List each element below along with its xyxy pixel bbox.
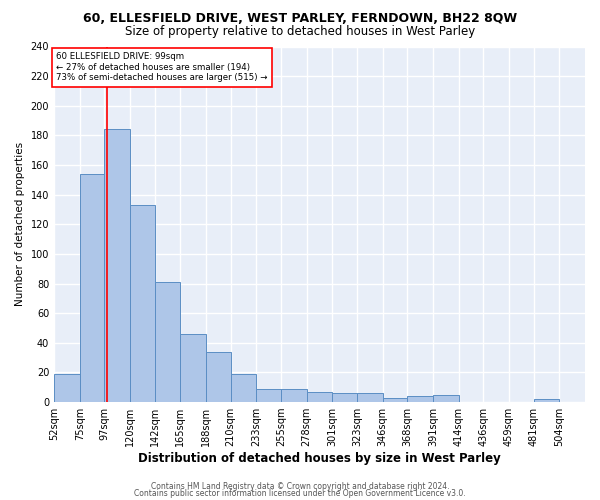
Bar [104,130,130,402]
Text: Contains public sector information licensed under the Open Government Licence v3: Contains public sector information licen… [134,489,466,498]
Bar [155,282,181,402]
Bar [130,205,155,402]
Bar [533,399,559,402]
Text: Size of property relative to detached houses in West Parley: Size of property relative to detached ho… [125,25,475,38]
Y-axis label: Number of detached properties: Number of detached properties [15,142,25,306]
X-axis label: Distribution of detached houses by size in West Parley: Distribution of detached houses by size … [138,452,501,465]
Text: Contains HM Land Registry data © Crown copyright and database right 2024.: Contains HM Land Registry data © Crown c… [151,482,449,491]
Text: 60, ELLESFIELD DRIVE, WEST PARLEY, FERNDOWN, BH22 8QW: 60, ELLESFIELD DRIVE, WEST PARLEY, FERND… [83,12,517,26]
Text: 60 ELLESFIELD DRIVE: 99sqm
← 27% of detached houses are smaller (194)
73% of sem: 60 ELLESFIELD DRIVE: 99sqm ← 27% of deta… [56,52,268,82]
Bar [383,398,407,402]
Bar [307,392,332,402]
Bar [80,174,104,402]
Bar [181,334,206,402]
Bar [407,396,433,402]
Bar [54,374,80,402]
Bar [206,352,230,402]
Bar [256,388,281,402]
Bar [433,394,458,402]
Bar [357,393,383,402]
Bar [230,374,256,402]
Bar [281,388,307,402]
Bar [332,393,357,402]
